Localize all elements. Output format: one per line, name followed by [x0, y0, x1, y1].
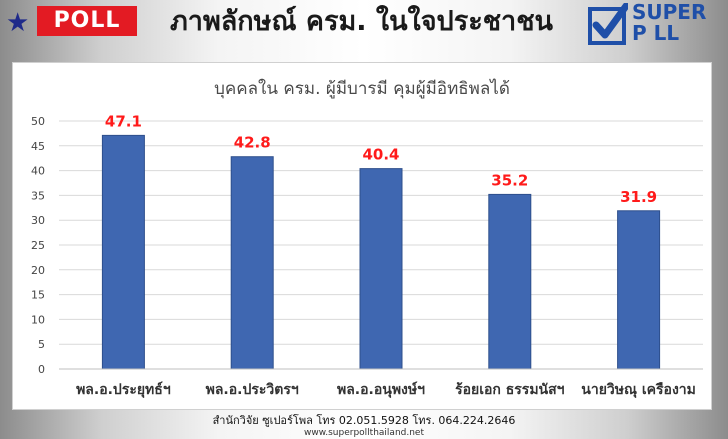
data-label: 35.2	[491, 171, 528, 189]
data-label: 42.8	[234, 134, 271, 152]
x-tick-label: พล.อ.ประยุทธ์ฯ	[76, 381, 171, 398]
y-tick-label: 40	[31, 165, 45, 178]
chart-panel: บุคคลใน ครม. ผู้มีบารมี คุมผู้มีอิทธิพลไ…	[12, 62, 712, 410]
header: ★ POLL ภาพลักษณ์ ครม. ในใจประชาชน SUPER …	[0, 0, 728, 50]
bar-4	[488, 193, 532, 370]
bar-3	[359, 168, 403, 370]
y-tick-label: 0	[38, 363, 45, 376]
checkmark-icon	[588, 3, 628, 45]
logo-line1: SUPER	[632, 0, 707, 24]
star-icon: ★	[6, 8, 30, 38]
y-tick-label: 10	[31, 313, 45, 326]
bar-1	[101, 134, 145, 370]
bar-chart: บุคคลใน ครม. ผู้มีบารมี คุมผู้มีอิทธิพลไ…	[31, 78, 703, 398]
footer-url: www.superpollthailand.net	[304, 428, 424, 438]
poll-badge: POLL	[37, 6, 137, 36]
x-tick-label: พล.อ.ประวิตรฯ	[206, 382, 299, 398]
y-tick-label: 30	[31, 214, 45, 227]
x-tick-label: นายวิษณุ เครืองาม	[581, 382, 696, 398]
page-title: ภาพลักษณ์ ครม. ในใจประชาชน	[170, 6, 553, 37]
data-label: 40.4	[362, 146, 399, 164]
x-tick-label: ร้อยเอก ธรรมนัสฯ	[455, 382, 565, 398]
bar-2	[230, 156, 274, 370]
y-tick-label: 20	[31, 264, 45, 277]
y-tick-label: 35	[31, 189, 45, 202]
data-label: 31.9	[620, 188, 657, 206]
data-label: 47.1	[105, 112, 142, 130]
footer: สำนักวิจัย ซูเปอร์โพล โทร 02.051.5928 โท…	[0, 414, 728, 439]
logo-line2: P LL	[632, 21, 680, 45]
y-tick-label: 45	[31, 140, 45, 153]
x-tick-label: พล.อ.อนุพงษ์ฯ	[337, 381, 425, 398]
y-tick-label: 5	[38, 338, 45, 351]
chart-title: บุคคลใน ครม. ผู้มีบารมี คุมผู้มีอิทธิพลไ…	[214, 78, 510, 99]
bar-5	[617, 210, 661, 370]
logo-text: SUPER P LL	[632, 2, 706, 44]
y-tick-label: 15	[31, 289, 45, 302]
super-poll-logo: SUPER P LL	[582, 1, 728, 49]
y-tick-label: 25	[31, 239, 45, 252]
y-tick-label: 50	[31, 115, 45, 128]
footer-contact: สำนักวิจัย ซูเปอร์โพล โทร 02.051.5928 โท…	[212, 414, 516, 427]
